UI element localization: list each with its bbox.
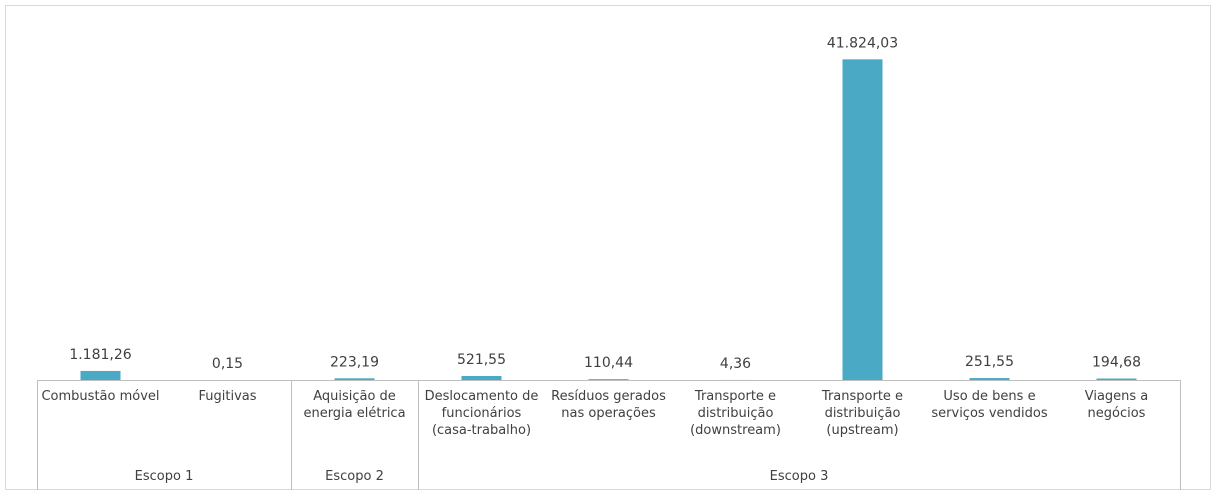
- group-label: Escopo 1: [135, 469, 194, 484]
- x-tick-label: Fugitivas: [198, 389, 257, 404]
- bar: [80, 370, 121, 380]
- x-tick-label: Combustão móvel: [41, 389, 160, 404]
- bar: [842, 59, 883, 381]
- data-label: 223,19: [330, 354, 379, 370]
- data-label: 521,55: [457, 352, 506, 368]
- x-tick-label: Resíduos gerados nas operações: [551, 389, 666, 421]
- bar: [588, 379, 629, 380]
- data-label: 110,44: [584, 355, 633, 371]
- group-label: Escopo 2: [325, 469, 384, 484]
- x-tick-label: Deslocamento de funcionários (casa-traba…: [424, 389, 539, 438]
- bar: [461, 376, 502, 380]
- x-tick-label: Aquisição de energia elétrica: [303, 389, 406, 421]
- data-label: 4,36: [720, 356, 751, 372]
- group-label: Escopo 3: [770, 469, 829, 484]
- bar: [969, 378, 1010, 380]
- data-label: 0,15: [212, 356, 243, 372]
- data-label: 1.181,26: [69, 347, 131, 363]
- data-label: 251,55: [965, 354, 1014, 370]
- chart-frame: [5, 5, 1211, 490]
- bar: [1096, 378, 1137, 380]
- x-tick-label: Transporte e distribuição (downstream): [690, 389, 781, 438]
- bar: [334, 378, 375, 380]
- x-tick-label: Viagens a negócios: [1084, 389, 1149, 421]
- data-label: 194,68: [1092, 355, 1141, 371]
- x-tick-label: Transporte e distribuição (upstream): [821, 389, 904, 438]
- data-label: 41.824,03: [827, 35, 898, 51]
- x-tick-label: Uso de bens e serviços vendidos: [931, 389, 1048, 421]
